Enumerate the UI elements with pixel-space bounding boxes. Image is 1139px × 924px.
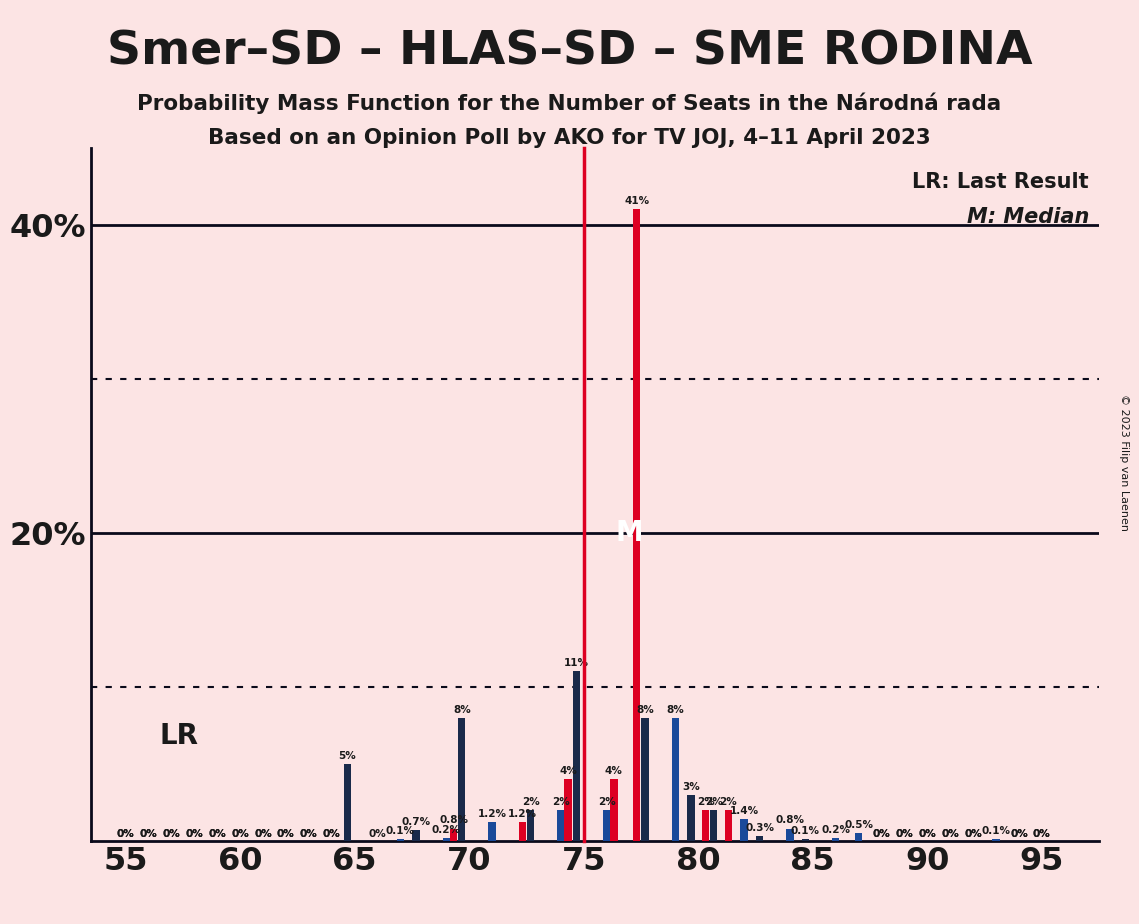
Bar (802, 839, 809, 841)
Text: 0%: 0% (1033, 830, 1051, 839)
Bar (573, 672, 580, 841)
Text: M: M (616, 519, 644, 547)
Text: 0%: 0% (322, 830, 341, 839)
Text: 0%: 0% (116, 830, 134, 839)
Bar (518, 822, 526, 841)
Bar (831, 838, 839, 841)
Bar (489, 822, 495, 841)
Text: 0%: 0% (965, 830, 982, 839)
Text: 0%: 0% (300, 830, 318, 839)
Text: LR: LR (159, 723, 199, 750)
Bar (710, 810, 718, 841)
Text: 0.1%: 0.1% (790, 826, 820, 836)
Text: 4%: 4% (559, 766, 577, 776)
Text: 0%: 0% (208, 830, 226, 839)
Text: 0%: 0% (918, 830, 936, 839)
Text: 8%: 8% (453, 705, 470, 714)
Text: 0.2%: 0.2% (432, 825, 460, 834)
Text: 0%: 0% (186, 830, 203, 839)
Text: 4%: 4% (605, 766, 623, 776)
Text: © 2023 Filip van Laenen: © 2023 Filip van Laenen (1120, 394, 1129, 530)
Text: 0%: 0% (872, 830, 891, 839)
Bar (527, 810, 534, 841)
Bar (458, 718, 466, 841)
Text: 0%: 0% (139, 830, 157, 839)
Bar (702, 810, 710, 841)
Text: 0.5%: 0.5% (844, 821, 874, 830)
Text: Probability Mass Function for the Number of Seats in the Národná rada: Probability Mass Function for the Number… (138, 92, 1001, 114)
Bar (603, 810, 611, 841)
Text: 0%: 0% (254, 830, 272, 839)
Bar (412, 830, 419, 841)
Text: 8%: 8% (637, 705, 654, 714)
Bar (396, 839, 404, 841)
Text: 1.4%: 1.4% (729, 807, 759, 816)
Bar (565, 779, 572, 841)
Text: 0.8%: 0.8% (439, 816, 468, 825)
Bar (855, 833, 862, 841)
Text: Smer–SD – HLAS–SD – SME RODINA: Smer–SD – HLAS–SD – SME RODINA (107, 30, 1032, 75)
Bar (786, 829, 794, 841)
Text: 3%: 3% (682, 782, 699, 792)
Text: 0%: 0% (186, 830, 203, 839)
Text: 0%: 0% (918, 830, 936, 839)
Bar (557, 810, 565, 841)
Text: M: Median: M: Median (967, 207, 1089, 226)
Bar (344, 764, 351, 841)
Text: 0.7%: 0.7% (401, 817, 431, 827)
Text: 0%: 0% (872, 830, 891, 839)
Text: 0%: 0% (965, 830, 982, 839)
Bar (443, 838, 450, 841)
Bar (672, 718, 679, 841)
Text: 0%: 0% (1033, 830, 1051, 839)
Bar (687, 795, 695, 841)
Text: 0%: 0% (139, 830, 157, 839)
Text: 0.2%: 0.2% (821, 825, 850, 834)
Text: 0%: 0% (231, 830, 249, 839)
Bar (611, 779, 617, 841)
Bar (992, 839, 1000, 841)
Text: 0%: 0% (116, 830, 134, 839)
Text: 2%: 2% (705, 797, 722, 807)
Bar (633, 210, 640, 841)
Text: 0%: 0% (254, 830, 272, 839)
Text: 0.1%: 0.1% (386, 826, 415, 836)
Text: 0%: 0% (163, 830, 180, 839)
Text: 0%: 0% (277, 830, 295, 839)
Text: 0%: 0% (277, 830, 295, 839)
Text: 0%: 0% (300, 830, 318, 839)
Text: 1.2%: 1.2% (477, 809, 507, 820)
Text: 0%: 0% (941, 830, 959, 839)
Text: 0%: 0% (369, 830, 386, 839)
Bar (756, 836, 763, 841)
Text: 2%: 2% (697, 797, 714, 807)
Text: 0%: 0% (895, 830, 913, 839)
Text: 8%: 8% (666, 705, 685, 714)
Bar (724, 810, 732, 841)
Text: 0%: 0% (1010, 830, 1027, 839)
Text: 5%: 5% (338, 751, 357, 760)
Text: LR: Last Result: LR: Last Result (912, 172, 1089, 192)
Text: 0.8%: 0.8% (776, 816, 804, 825)
Text: 0%: 0% (231, 830, 249, 839)
Bar (740, 820, 747, 841)
Text: 0%: 0% (208, 830, 226, 839)
Text: 0%: 0% (1010, 830, 1027, 839)
Text: 2%: 2% (522, 797, 540, 807)
Text: 0.1%: 0.1% (982, 826, 1010, 836)
Text: 2%: 2% (598, 797, 615, 807)
Text: 0%: 0% (163, 830, 180, 839)
Text: 1.2%: 1.2% (508, 809, 536, 820)
Text: 2%: 2% (552, 797, 570, 807)
Text: 11%: 11% (564, 659, 589, 668)
Text: Based on an Opinion Poll by AKO for TV JOJ, 4–11 April 2023: Based on an Opinion Poll by AKO for TV J… (208, 128, 931, 148)
Text: 41%: 41% (624, 197, 649, 206)
Bar (641, 718, 649, 841)
Text: 0%: 0% (322, 830, 341, 839)
Bar (450, 829, 457, 841)
Text: 0%: 0% (895, 830, 913, 839)
Text: 0%: 0% (941, 830, 959, 839)
Text: 2%: 2% (720, 797, 737, 807)
Text: 0.3%: 0.3% (745, 823, 775, 833)
